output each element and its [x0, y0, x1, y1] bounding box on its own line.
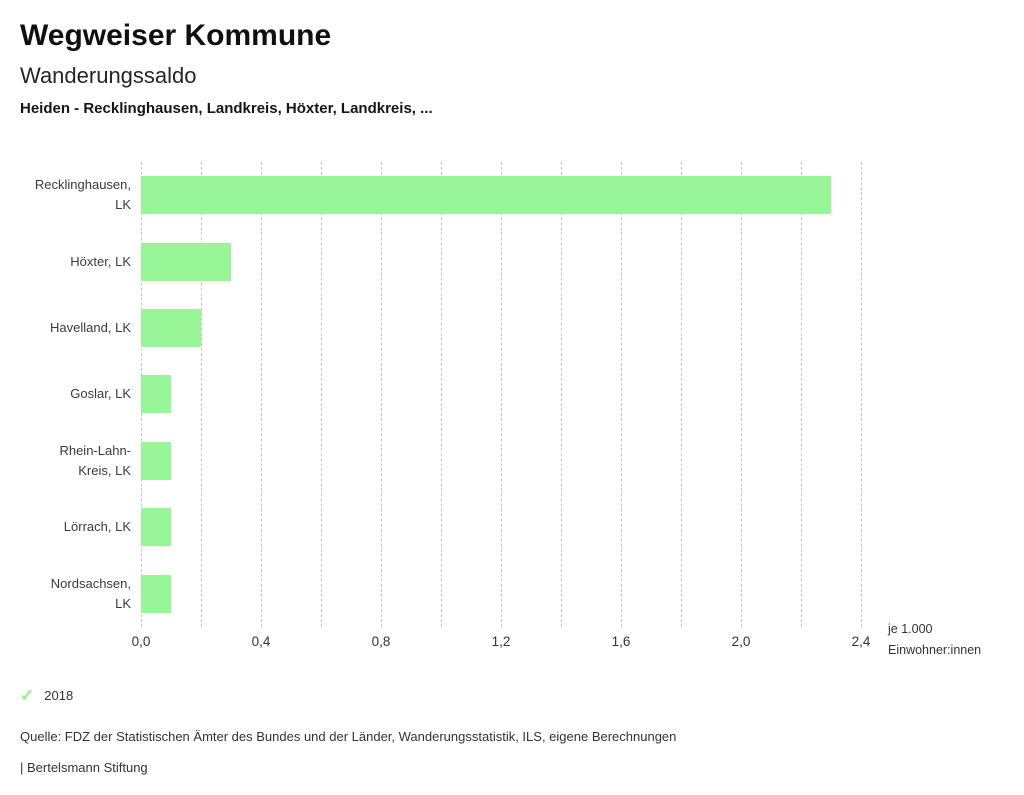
- gridline: [801, 162, 802, 627]
- bar-row: Recklinghausen, LK: [20, 162, 1004, 228]
- bar[interactable]: [141, 176, 831, 215]
- legend-year-label: 2018: [44, 688, 74, 703]
- gridline: [201, 162, 202, 627]
- bar-track: [141, 308, 867, 347]
- category-label: Rhein-Lahn-Kreis, LK: [59, 442, 131, 478]
- bar[interactable]: [141, 574, 171, 613]
- category-label: Goslar, LK: [70, 386, 131, 402]
- bar-track: [141, 508, 867, 547]
- gridline: [261, 162, 262, 627]
- gridline: [441, 162, 442, 627]
- gridline: [861, 162, 862, 627]
- gridline: [621, 162, 622, 627]
- category-label: Lörrach, LK: [63, 519, 131, 535]
- x-tick-label: 0,4: [251, 634, 271, 649]
- bar[interactable]: [141, 375, 171, 414]
- attribution-note: | Bertelsmann Stiftung: [20, 760, 148, 775]
- gridline: [741, 162, 742, 627]
- bar-row: Rhein-Lahn-Kreis, LK: [20, 428, 1004, 494]
- page: Wegweiser Kommune Wanderungssaldo Heiden…: [20, 19, 1004, 775]
- category-label: Höxter, LK: [70, 253, 131, 269]
- x-tick-label: 0,0: [131, 634, 151, 649]
- bar[interactable]: [141, 441, 171, 480]
- bar-chart: Recklinghausen, LK Höxter, LK Havelland, L…: [20, 162, 1004, 657]
- bar-track: [141, 375, 867, 414]
- bar[interactable]: [141, 508, 171, 547]
- comparison-subtitle: Heiden - Recklinghausen, Landkreis, Höxt…: [20, 100, 433, 117]
- gridline: [381, 162, 382, 627]
- bar-track: [141, 242, 867, 281]
- category-label: Havelland, LK: [50, 319, 131, 335]
- x-tick-label: 2,0: [731, 634, 751, 649]
- axis-unit-line-1: je 1.000: [888, 622, 933, 636]
- bar-track: [141, 441, 867, 480]
- x-tick-label: 1,6: [611, 634, 631, 649]
- x-tick-label: 0,8: [371, 634, 391, 649]
- bar-track: [141, 574, 867, 613]
- chart-rows: Recklinghausen, LK Höxter, LK Havelland, L…: [20, 162, 1004, 627]
- bar[interactable]: [141, 242, 231, 281]
- category-label: Nordsachsen, LK: [50, 575, 131, 611]
- source-note: Quelle: FDZ der Statistischen Ämter des …: [20, 729, 677, 744]
- axis-unit-label: je 1.000 Einwohner:innen: [888, 619, 981, 661]
- bar-row: Havelland, LK: [20, 295, 1004, 361]
- gridline: [501, 162, 502, 627]
- x-tick-label: 2,4: [851, 634, 871, 649]
- bar-row: Goslar, LK: [20, 361, 1004, 427]
- bar-row: Lörrach, LK: [20, 494, 1004, 560]
- x-axis: 0,0 0,4 0,8 1,2 1,6 2,0 2,4: [132, 627, 871, 653]
- check-icon: ✓: [20, 685, 35, 705]
- gridline: [561, 162, 562, 627]
- bar-row: Höxter, LK: [20, 228, 1004, 294]
- bar-row: Nordsachsen, LK: [20, 560, 1004, 626]
- bar-track: [141, 176, 867, 215]
- gridline: [681, 162, 682, 627]
- app-title: Wegweiser Kommune: [20, 19, 332, 52]
- gridline: [321, 162, 322, 627]
- category-label: Recklinghausen, LK: [34, 177, 131, 213]
- x-tick-label: 1,2: [491, 634, 511, 649]
- axis-unit-line-2: Einwohner:innen: [888, 643, 982, 657]
- grid-layer: [141, 162, 867, 627]
- legend-item-2018[interactable]: ✓ 2018: [20, 685, 1004, 705]
- chart-title: Wanderungssaldo: [20, 63, 197, 88]
- bar[interactable]: [141, 308, 201, 347]
